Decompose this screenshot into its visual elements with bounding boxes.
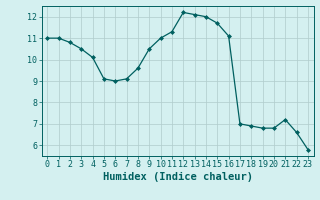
X-axis label: Humidex (Indice chaleur): Humidex (Indice chaleur) — [103, 172, 252, 182]
